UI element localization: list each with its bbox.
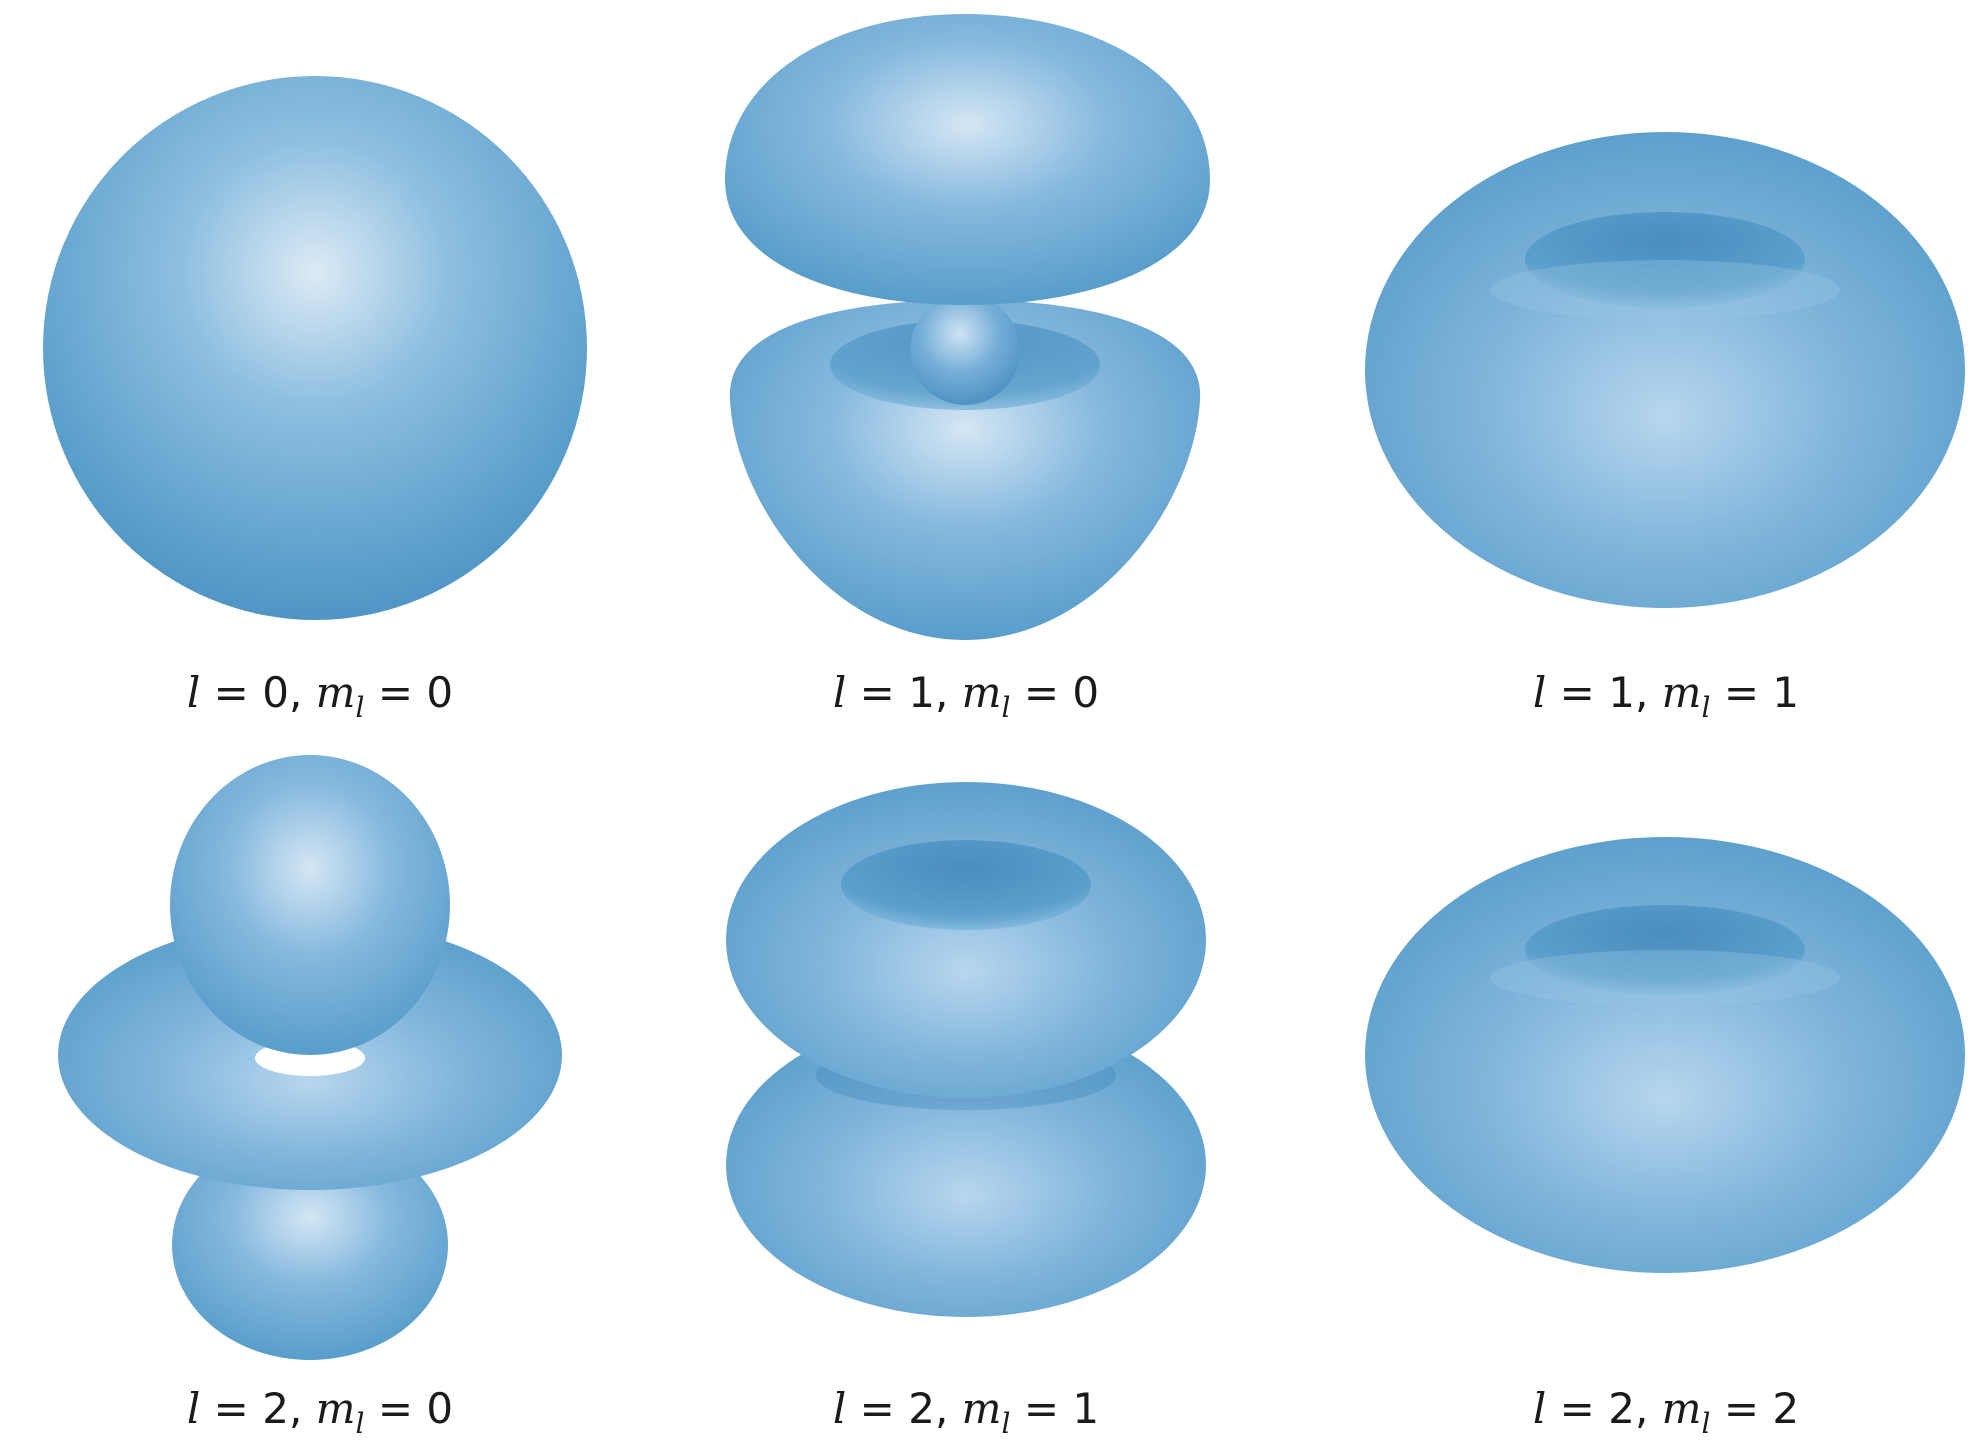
caption-orbital-2: l = 1, ml = 0 [832,668,1100,724]
orbital-p-lobes [725,14,1210,640]
caption-orbital-4: l = 2, ml = 0 [186,1384,454,1440]
orbital-d-z2 [58,755,562,1360]
caption-orbital-1: l = 0, ml = 0 [186,668,454,724]
orbital-d-torus [1365,837,1965,1273]
orbital-s-sphere [43,76,587,620]
orbital-p-torus [1365,132,1965,608]
orbital-d-double-torus [726,782,1206,1317]
caption-orbital-6: l = 2, ml = 2 [1532,1384,1800,1440]
caption-orbital-5: l = 2, ml = 1 [832,1384,1100,1440]
caption-orbital-3: l = 1, ml = 1 [1532,668,1800,724]
